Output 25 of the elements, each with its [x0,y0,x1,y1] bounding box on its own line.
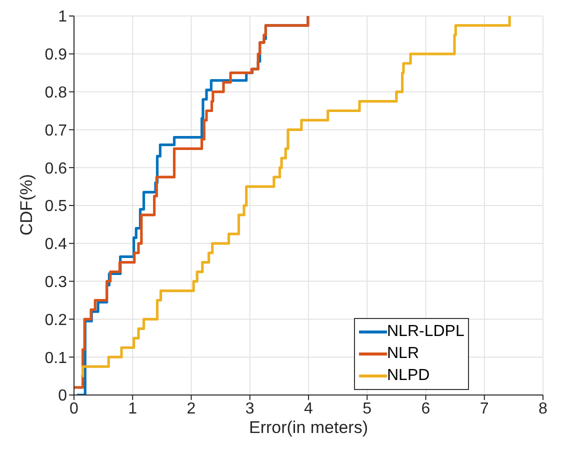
y-tick-label: 0.5 [44,198,68,216]
x-tick-label: 8 [538,400,548,418]
y-tick-label: 0.9 [44,46,68,64]
x-tick-label: 6 [421,400,430,418]
y-tick-label: 0.4 [44,236,68,254]
legend-label: NLR-LDPL [387,322,464,342]
y-tick-label: 0.6 [44,160,68,178]
legend-label: NLR [387,344,420,364]
y-tick-label: 0.7 [44,122,68,140]
legend-label: NLPD [387,366,430,386]
y-tick-label: 0 [58,388,68,405]
x-axis-title: Error(in meters) [248,418,368,437]
x-tick-label: 1 [128,400,138,418]
x-tick-label: 5 [362,400,372,418]
x-tick-label: 0 [70,400,79,418]
x-tick-label: 2 [186,400,196,418]
x-tick-label: 3 [245,400,254,418]
y-axis-title: CDF(%) [17,174,36,236]
y-tick-label: 1 [58,8,68,26]
x-tick-label: 4 [304,400,314,418]
y-tick-label: 0.2 [44,312,68,329]
y-tick-label: 0.3 [44,274,68,291]
x-tick-label: 7 [480,400,489,418]
y-tick-label: 0.8 [44,84,68,102]
y-tick-label: 0.1 [44,350,68,367]
